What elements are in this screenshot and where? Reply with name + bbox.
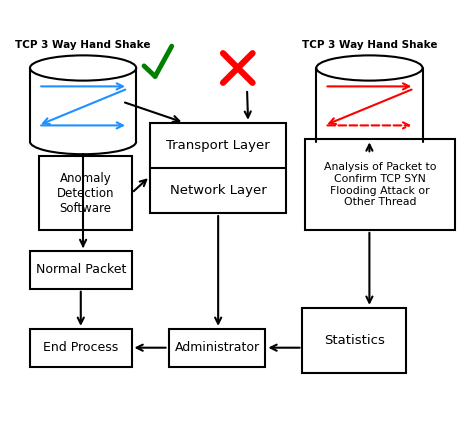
Text: TCP 3 Way Hand Shake: TCP 3 Way Hand Shake — [301, 41, 437, 50]
Text: Analysis of Packet to
Confirm TCP SYN
Flooding Attack or
Other Thread: Analysis of Packet to Confirm TCP SYN Fl… — [324, 162, 436, 207]
Ellipse shape — [30, 55, 136, 81]
Bar — [316, 68, 422, 142]
Bar — [30, 68, 136, 142]
Bar — [30, 329, 132, 367]
Text: Administrator: Administrator — [174, 341, 260, 354]
Bar — [302, 308, 406, 373]
Text: End Process: End Process — [43, 341, 118, 354]
Text: Network Layer: Network Layer — [170, 184, 266, 197]
Text: Normal Packet: Normal Packet — [36, 263, 126, 276]
Text: Statistics: Statistics — [324, 334, 385, 347]
Bar — [30, 251, 132, 289]
Ellipse shape — [316, 55, 422, 81]
Text: TCP 3 Way Hand Shake: TCP 3 Way Hand Shake — [15, 41, 151, 50]
Bar — [39, 156, 132, 230]
Bar — [305, 140, 455, 230]
Text: Anomaly
Detection
Software: Anomaly Detection Software — [57, 172, 114, 215]
Bar — [150, 123, 286, 213]
Bar — [169, 329, 265, 367]
Text: Transport Layer: Transport Layer — [166, 139, 270, 152]
